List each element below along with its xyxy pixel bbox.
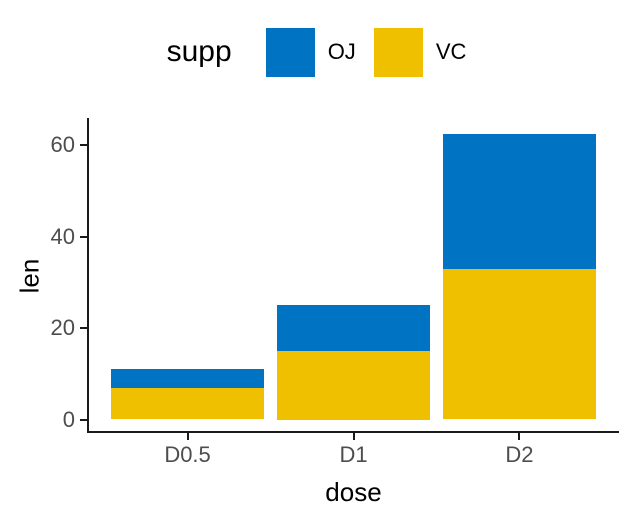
- x-tick-mark: [186, 433, 189, 440]
- y-tick-label: 40: [50, 223, 75, 249]
- y-tick-label: 60: [50, 132, 75, 157]
- bar-segment-oj-d1: [277, 305, 430, 351]
- x-tick-label: D0.5: [164, 442, 211, 467]
- legend-label-vc: VC: [435, 39, 467, 64]
- y-tick-mark: [80, 235, 87, 238]
- x-tick-mark: [352, 433, 355, 440]
- y-axis-title: len: [14, 258, 45, 294]
- bar-segment-oj-d0.5: [111, 369, 264, 389]
- bar-segment-oj-d2: [443, 133, 596, 269]
- legend: supp OJ VC: [0, 26, 633, 78]
- legend-swatch-vc: [373, 27, 423, 77]
- y-tick-label: 20: [50, 315, 75, 340]
- legend-label-oj: OJ: [327, 39, 356, 64]
- legend-title: supp: [166, 35, 232, 68]
- bar-segment-vc-d1: [277, 350, 430, 420]
- x-tick-label: D2: [505, 442, 534, 467]
- x-tick-mark: [518, 433, 521, 440]
- legend-swatch-oj: [265, 27, 315, 77]
- y-axis-line: [87, 118, 89, 433]
- legend-item-oj: OJ: [265, 27, 356, 77]
- y-tick-mark: [80, 144, 87, 146]
- bar-segment-vc-d2: [443, 268, 596, 420]
- bar-segment-vc-d0.5: [111, 388, 264, 420]
- x-axis-line: [87, 431, 619, 433]
- legend-item-vc: VC: [373, 27, 467, 77]
- y-tick-label: 0: [62, 406, 75, 432]
- y-tick-mark: [80, 418, 87, 421]
- y-tick-mark: [80, 327, 87, 329]
- x-tick-label: D1: [339, 442, 368, 467]
- x-axis-title: dose: [325, 477, 382, 507]
